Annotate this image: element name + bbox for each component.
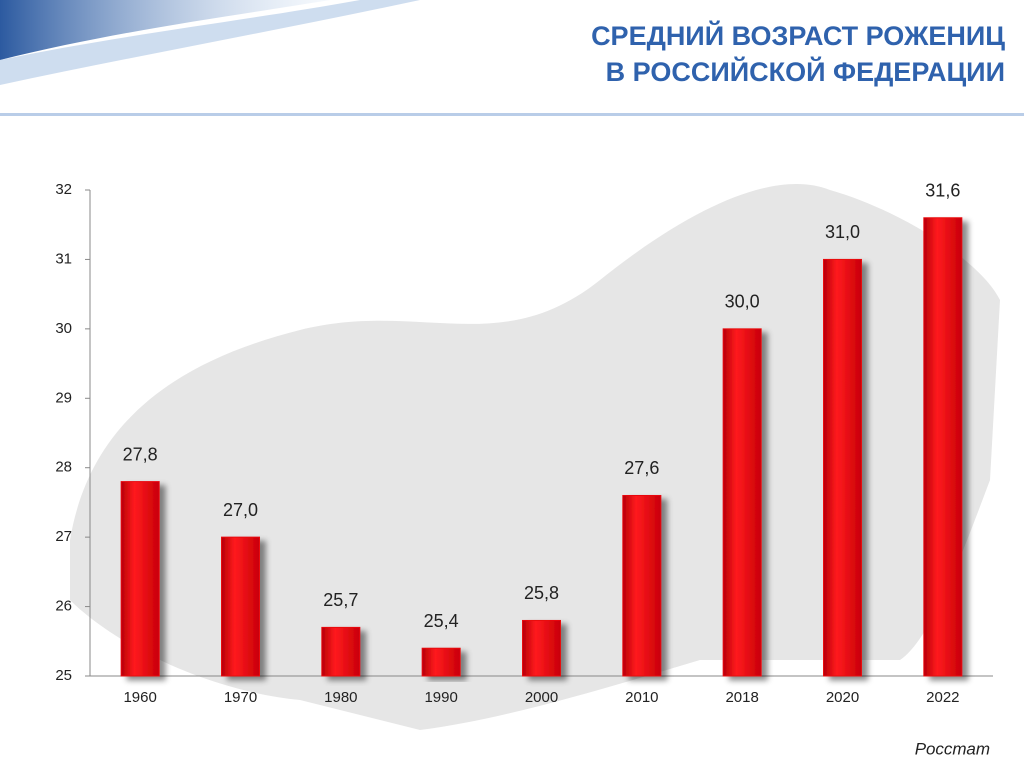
bar — [120, 481, 160, 677]
x-tick-label: 2000 — [525, 689, 558, 706]
y-tick-label: 29 — [55, 389, 72, 406]
value-label: 25,8 — [524, 583, 559, 603]
x-tick-label: 2018 — [725, 689, 758, 706]
bar — [823, 258, 862, 677]
value-label: 31,0 — [825, 222, 860, 242]
chart-title: СРЕДНИЙ ВОЗРАСТ РОЖЕНИЦ — [591, 20, 1005, 51]
value-label: 27,6 — [624, 458, 659, 478]
x-tick-label: 2022 — [926, 689, 959, 706]
value-label: 30,0 — [725, 292, 760, 312]
header-decoration — [0, 0, 330, 60]
y-tick-label: 28 — [55, 459, 72, 476]
bar — [622, 494, 662, 677]
y-tick-label: 31 — [55, 250, 72, 267]
y-tick-label: 32 — [55, 181, 72, 198]
x-tick-label: 2020 — [826, 689, 859, 706]
bar — [321, 626, 361, 677]
header-rule — [0, 113, 1024, 116]
bar — [923, 217, 963, 677]
bar — [722, 328, 762, 677]
x-tick-label: 1990 — [424, 689, 457, 706]
y-tick-label: 27 — [55, 528, 72, 545]
x-tick-label: 1970 — [224, 689, 257, 706]
x-tick-label: 2010 — [625, 689, 658, 706]
value-label: 27,0 — [223, 500, 258, 520]
value-label: 31,6 — [925, 181, 960, 201]
value-label: 25,7 — [323, 590, 358, 610]
source: Росстат — [915, 739, 990, 758]
header-decoration — [0, 0, 420, 85]
y-tick-label: 30 — [55, 320, 72, 337]
bar — [421, 647, 461, 677]
bar — [522, 619, 561, 677]
x-tick-label: 1960 — [123, 689, 156, 706]
value-label: 25,4 — [424, 611, 459, 631]
map-background — [70, 184, 1000, 730]
y-tick-label: 26 — [55, 598, 72, 615]
bar — [221, 536, 260, 677]
value-label: 27,8 — [123, 444, 158, 464]
y-tick-label: 25 — [55, 667, 72, 684]
chart-title: В РОССИЙСКОЙ ФЕДЕРАЦИИ — [606, 56, 1005, 87]
x-tick-label: 1980 — [324, 689, 357, 706]
